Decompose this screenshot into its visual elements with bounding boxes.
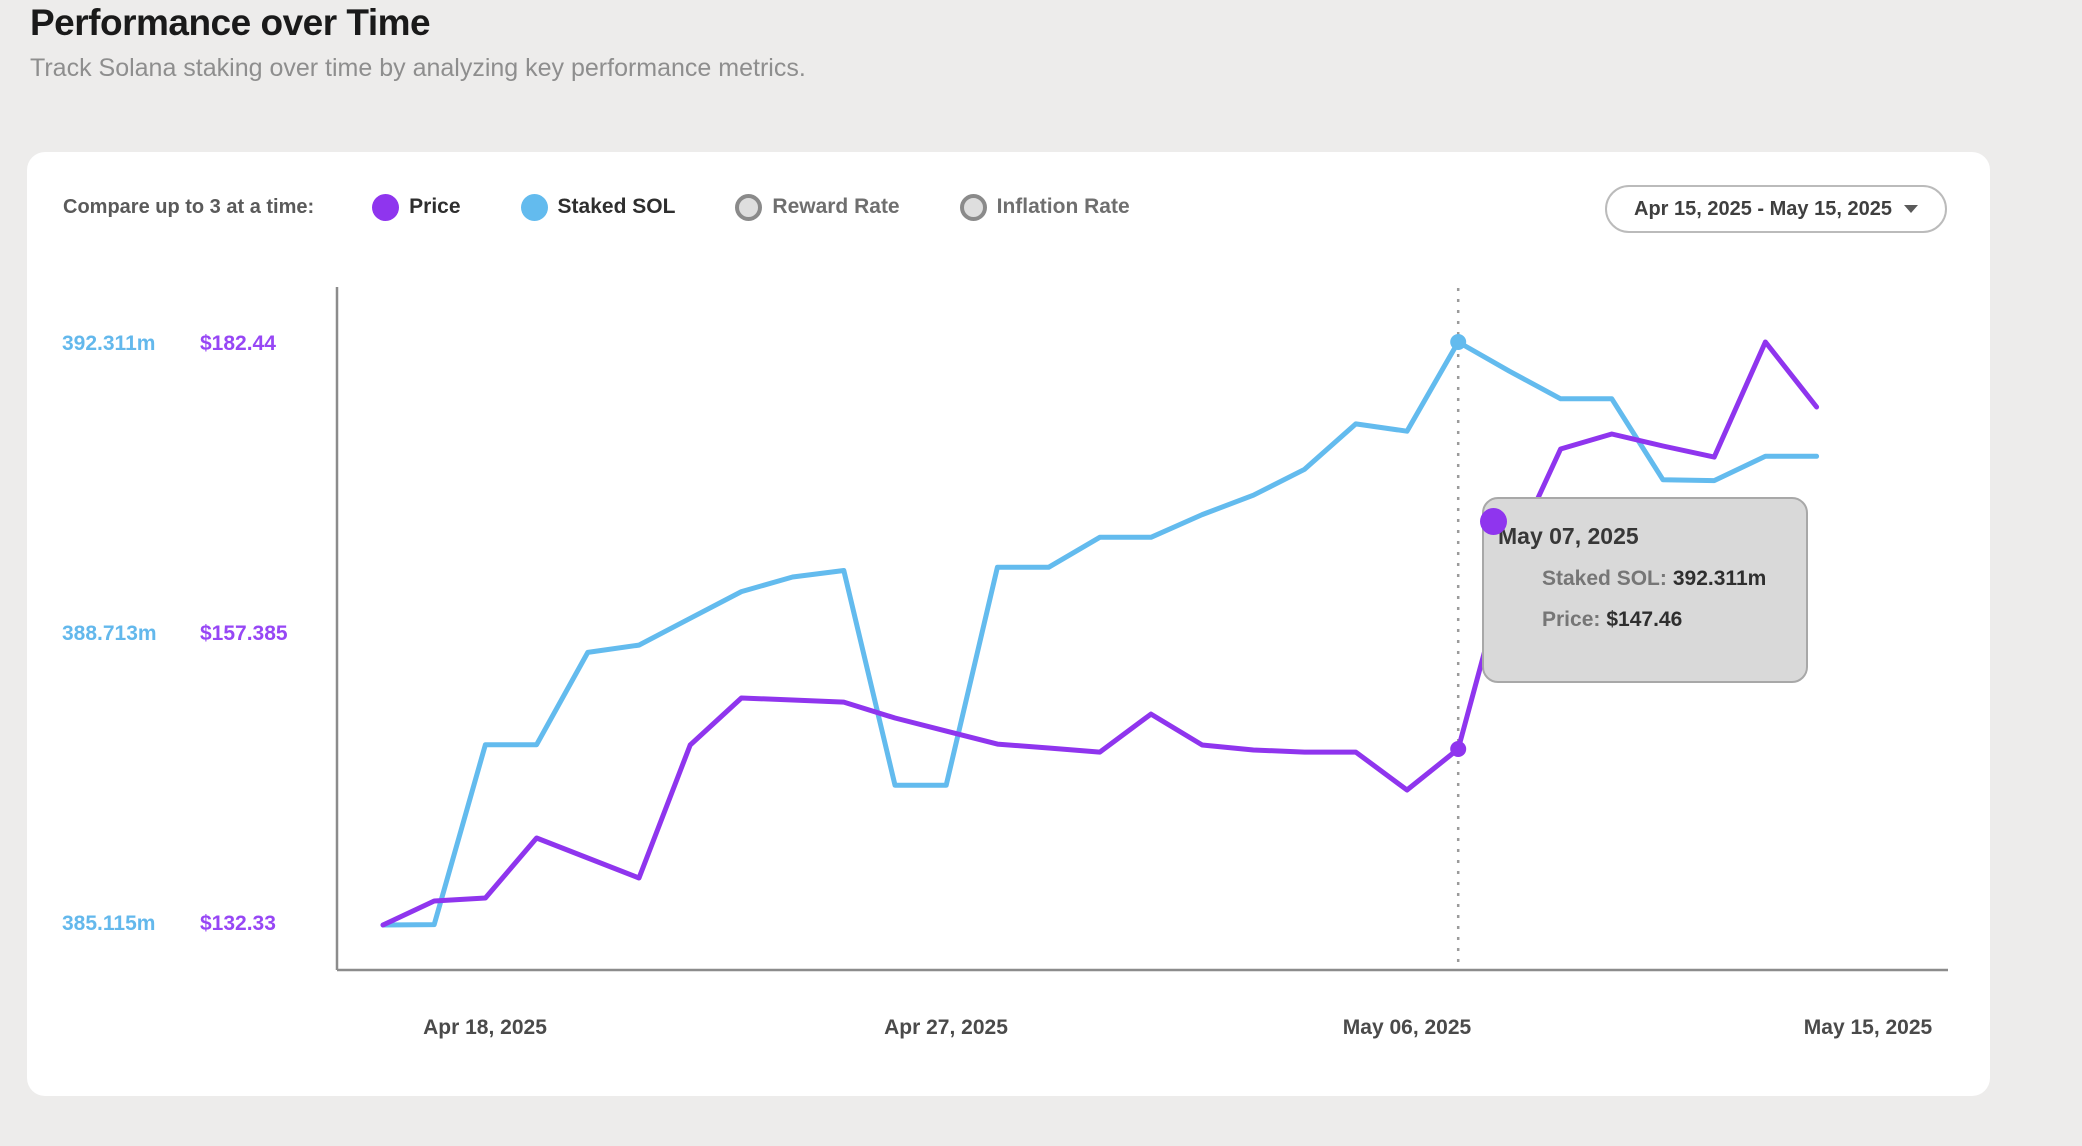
chart-tooltip: May 07, 2025 Staked SOL: 392.311m Price: $… [1480, 497, 1808, 683]
y-label-staked-max: 392.311m [62, 332, 156, 355]
page-header: Performance over Time Track Solana staki… [30, 2, 806, 83]
inflation-rate-ring-icon [959, 193, 987, 221]
y-label-price-mid: $157.385 [200, 622, 288, 645]
legend-label-reward-rate: Reward Rate [772, 195, 900, 218]
chevron-down-icon [1903, 205, 1918, 213]
y-label-price-max: $182.44 [200, 332, 276, 355]
y-label-price-min: $132.33 [200, 912, 276, 935]
price-dot-icon [372, 193, 400, 221]
legend-item-price[interactable]: Price [372, 193, 461, 221]
staked-sol-dot-icon [520, 193, 548, 221]
y-label-staked-mid: 388.713m [62, 622, 157, 645]
legend-item-staked-sol[interactable]: Staked SOL [520, 193, 676, 221]
x-label-apr-18: Apr 18, 2025 [423, 1016, 547, 1039]
legend-item-inflation-rate[interactable]: Inflation Rate [959, 193, 1130, 221]
date-range-label: Apr 15, 2025 - May 15, 2025 [1634, 197, 1892, 220]
legend-label-price: Price [409, 195, 461, 218]
tooltip-row-price: Price: $147.46 [1542, 608, 1683, 631]
performance-card: Compare up to 3 at a time: Price Staked … [27, 152, 1990, 1096]
legend-item-reward-rate[interactable]: Reward Rate [735, 193, 900, 221]
legend-label-inflation-rate: Inflation Rate [996, 195, 1130, 218]
y-label-staked-min: 385.115m [62, 912, 156, 935]
tooltip-row-staked: Staked SOL: 392.311m [1542, 567, 1767, 590]
date-range-selector[interactable]: Apr 15, 2025 - May 15, 2025 [1605, 185, 1947, 233]
page-title: Performance over Time [30, 2, 431, 43]
chart-plot-area[interactable] [27, 152, 1990, 1096]
legend-prompt: Compare up to 3 at a time: [63, 195, 315, 218]
tooltip-date: May 07, 2025 [1498, 523, 1639, 549]
reward-rate-ring-icon [735, 193, 763, 221]
x-label-may-06: May 06, 2025 [1342, 1016, 1472, 1039]
tooltip-price-marker-icon [1480, 508, 1507, 535]
page-subtitle: Track Solana staking over time by analyz… [30, 54, 806, 82]
x-label-apr-27: Apr 27, 2025 [884, 1016, 1008, 1039]
legend-label-staked-sol: Staked SOL [557, 195, 676, 218]
x-label-may-15: May 15, 2025 [1803, 1016, 1933, 1039]
legend: Compare up to 3 at a time: Price Staked … [63, 182, 1190, 232]
